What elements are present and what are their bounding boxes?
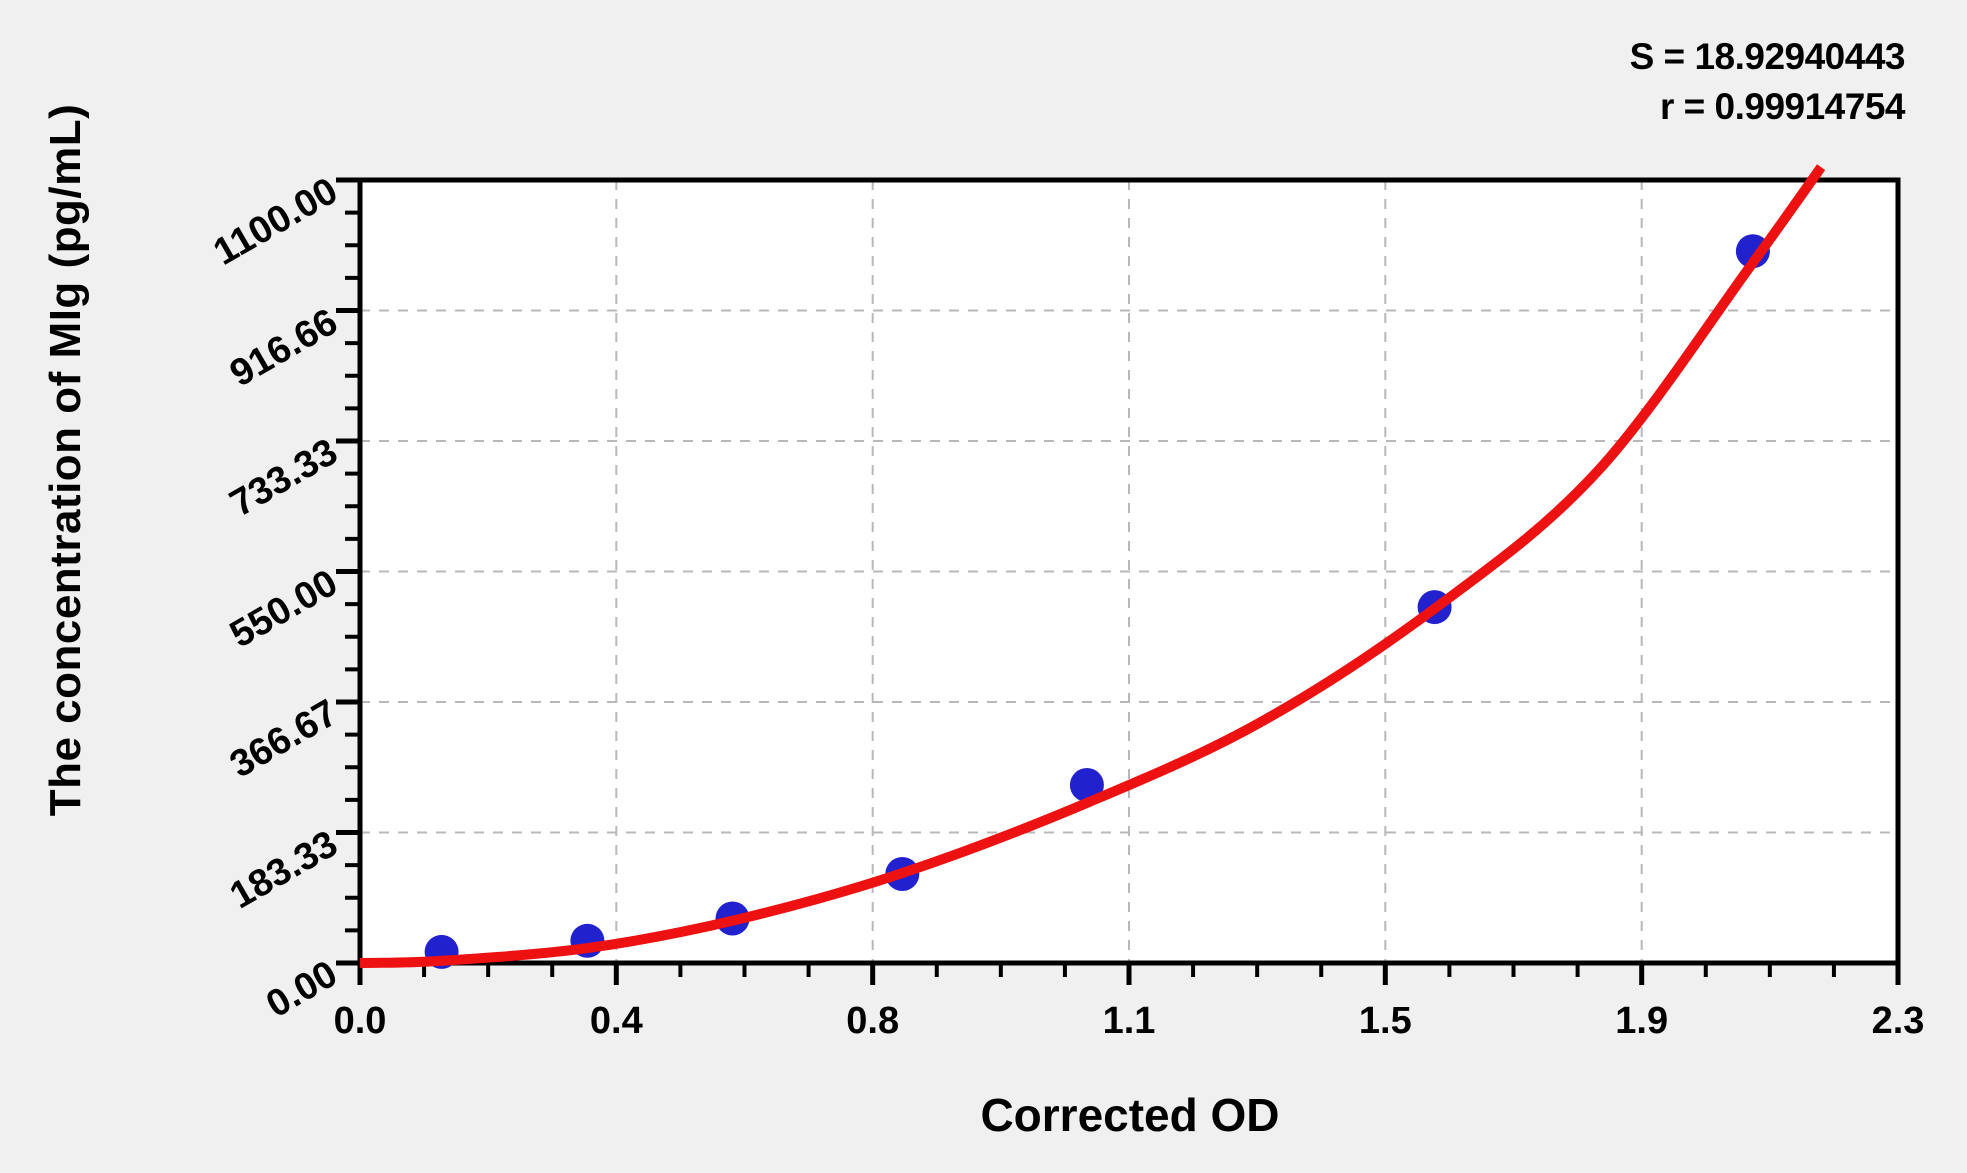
x-axis-title: Corrected OD: [980, 1089, 1280, 1141]
x-tick-label: 1.5: [1358, 1000, 1412, 1042]
x-tick-label: 1.1: [1102, 1000, 1156, 1042]
x-tick-label: 1.9: [1615, 1000, 1669, 1042]
x-tick-label: 0.8: [846, 1000, 900, 1042]
x-tick-label: 0.0: [333, 1000, 387, 1042]
x-tick-label: 0.4: [589, 1000, 643, 1042]
data-point: [1069, 768, 1104, 802]
stats-annotation: S = 18.92940443 r = 0.99914754: [1629, 32, 1906, 132]
s-value: S = 18.92940443: [1629, 36, 1906, 77]
plot-border: [357, 177, 1901, 966]
y-axis-title: The concentration of MIg (pg/mL): [41, 103, 90, 817]
fit-curve: [359, 164, 1826, 968]
x-tick-label: 2.3: [1871, 1000, 1925, 1042]
r-value: r = 0.99914754: [1659, 86, 1906, 127]
